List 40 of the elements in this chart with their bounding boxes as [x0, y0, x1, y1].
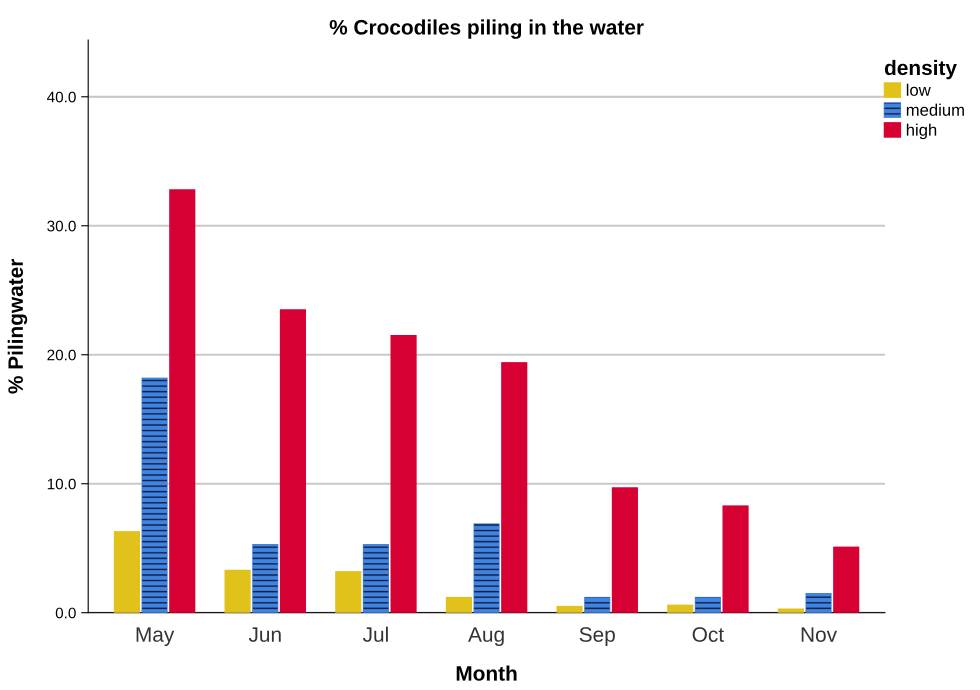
bar [446, 596, 472, 613]
bar [280, 309, 306, 613]
bar [142, 378, 168, 613]
chart-title: % Crocodiles piling in the water [330, 19, 644, 39]
x-tick-label: May [136, 627, 174, 646]
y-tick-label: 0.0 [56, 608, 76, 618]
bar [805, 593, 832, 613]
bar [252, 544, 278, 613]
bar [612, 487, 638, 613]
x-tick-label: Jun [248, 627, 281, 642]
bar [362, 544, 389, 613]
bar [556, 606, 583, 613]
x-tick-label: Aug [468, 627, 504, 646]
x-axis-title: Month [456, 665, 517, 681]
legend-label: high [906, 124, 936, 140]
legend-title: density [884, 60, 957, 80]
bar [722, 505, 749, 613]
y-tick-label: 10.0 [48, 478, 76, 490]
bar [335, 571, 362, 613]
bar [584, 596, 610, 613]
bar [390, 335, 417, 613]
legend-label: low [906, 84, 931, 96]
bar [473, 523, 500, 613]
bar [501, 362, 528, 613]
y-tick-label: 20.0 [47, 350, 76, 360]
bar [224, 570, 251, 613]
x-tick-label: Oct [692, 627, 724, 642]
x-tick-label: Sep [580, 627, 615, 646]
y-axis-title: % Pilingwater [8, 258, 28, 394]
bar [778, 608, 804, 613]
x-tick-label: Jul [362, 626, 388, 642]
y-tick-label: 40.0 [47, 92, 76, 102]
bar [833, 546, 860, 613]
bar [694, 596, 721, 613]
y-tick-label: 30.0 [47, 220, 76, 232]
bar [114, 531, 140, 613]
x-tick-label: Nov [802, 627, 837, 642]
bar [169, 189, 196, 613]
legend-label: medium [906, 104, 964, 116]
bar [667, 604, 694, 613]
